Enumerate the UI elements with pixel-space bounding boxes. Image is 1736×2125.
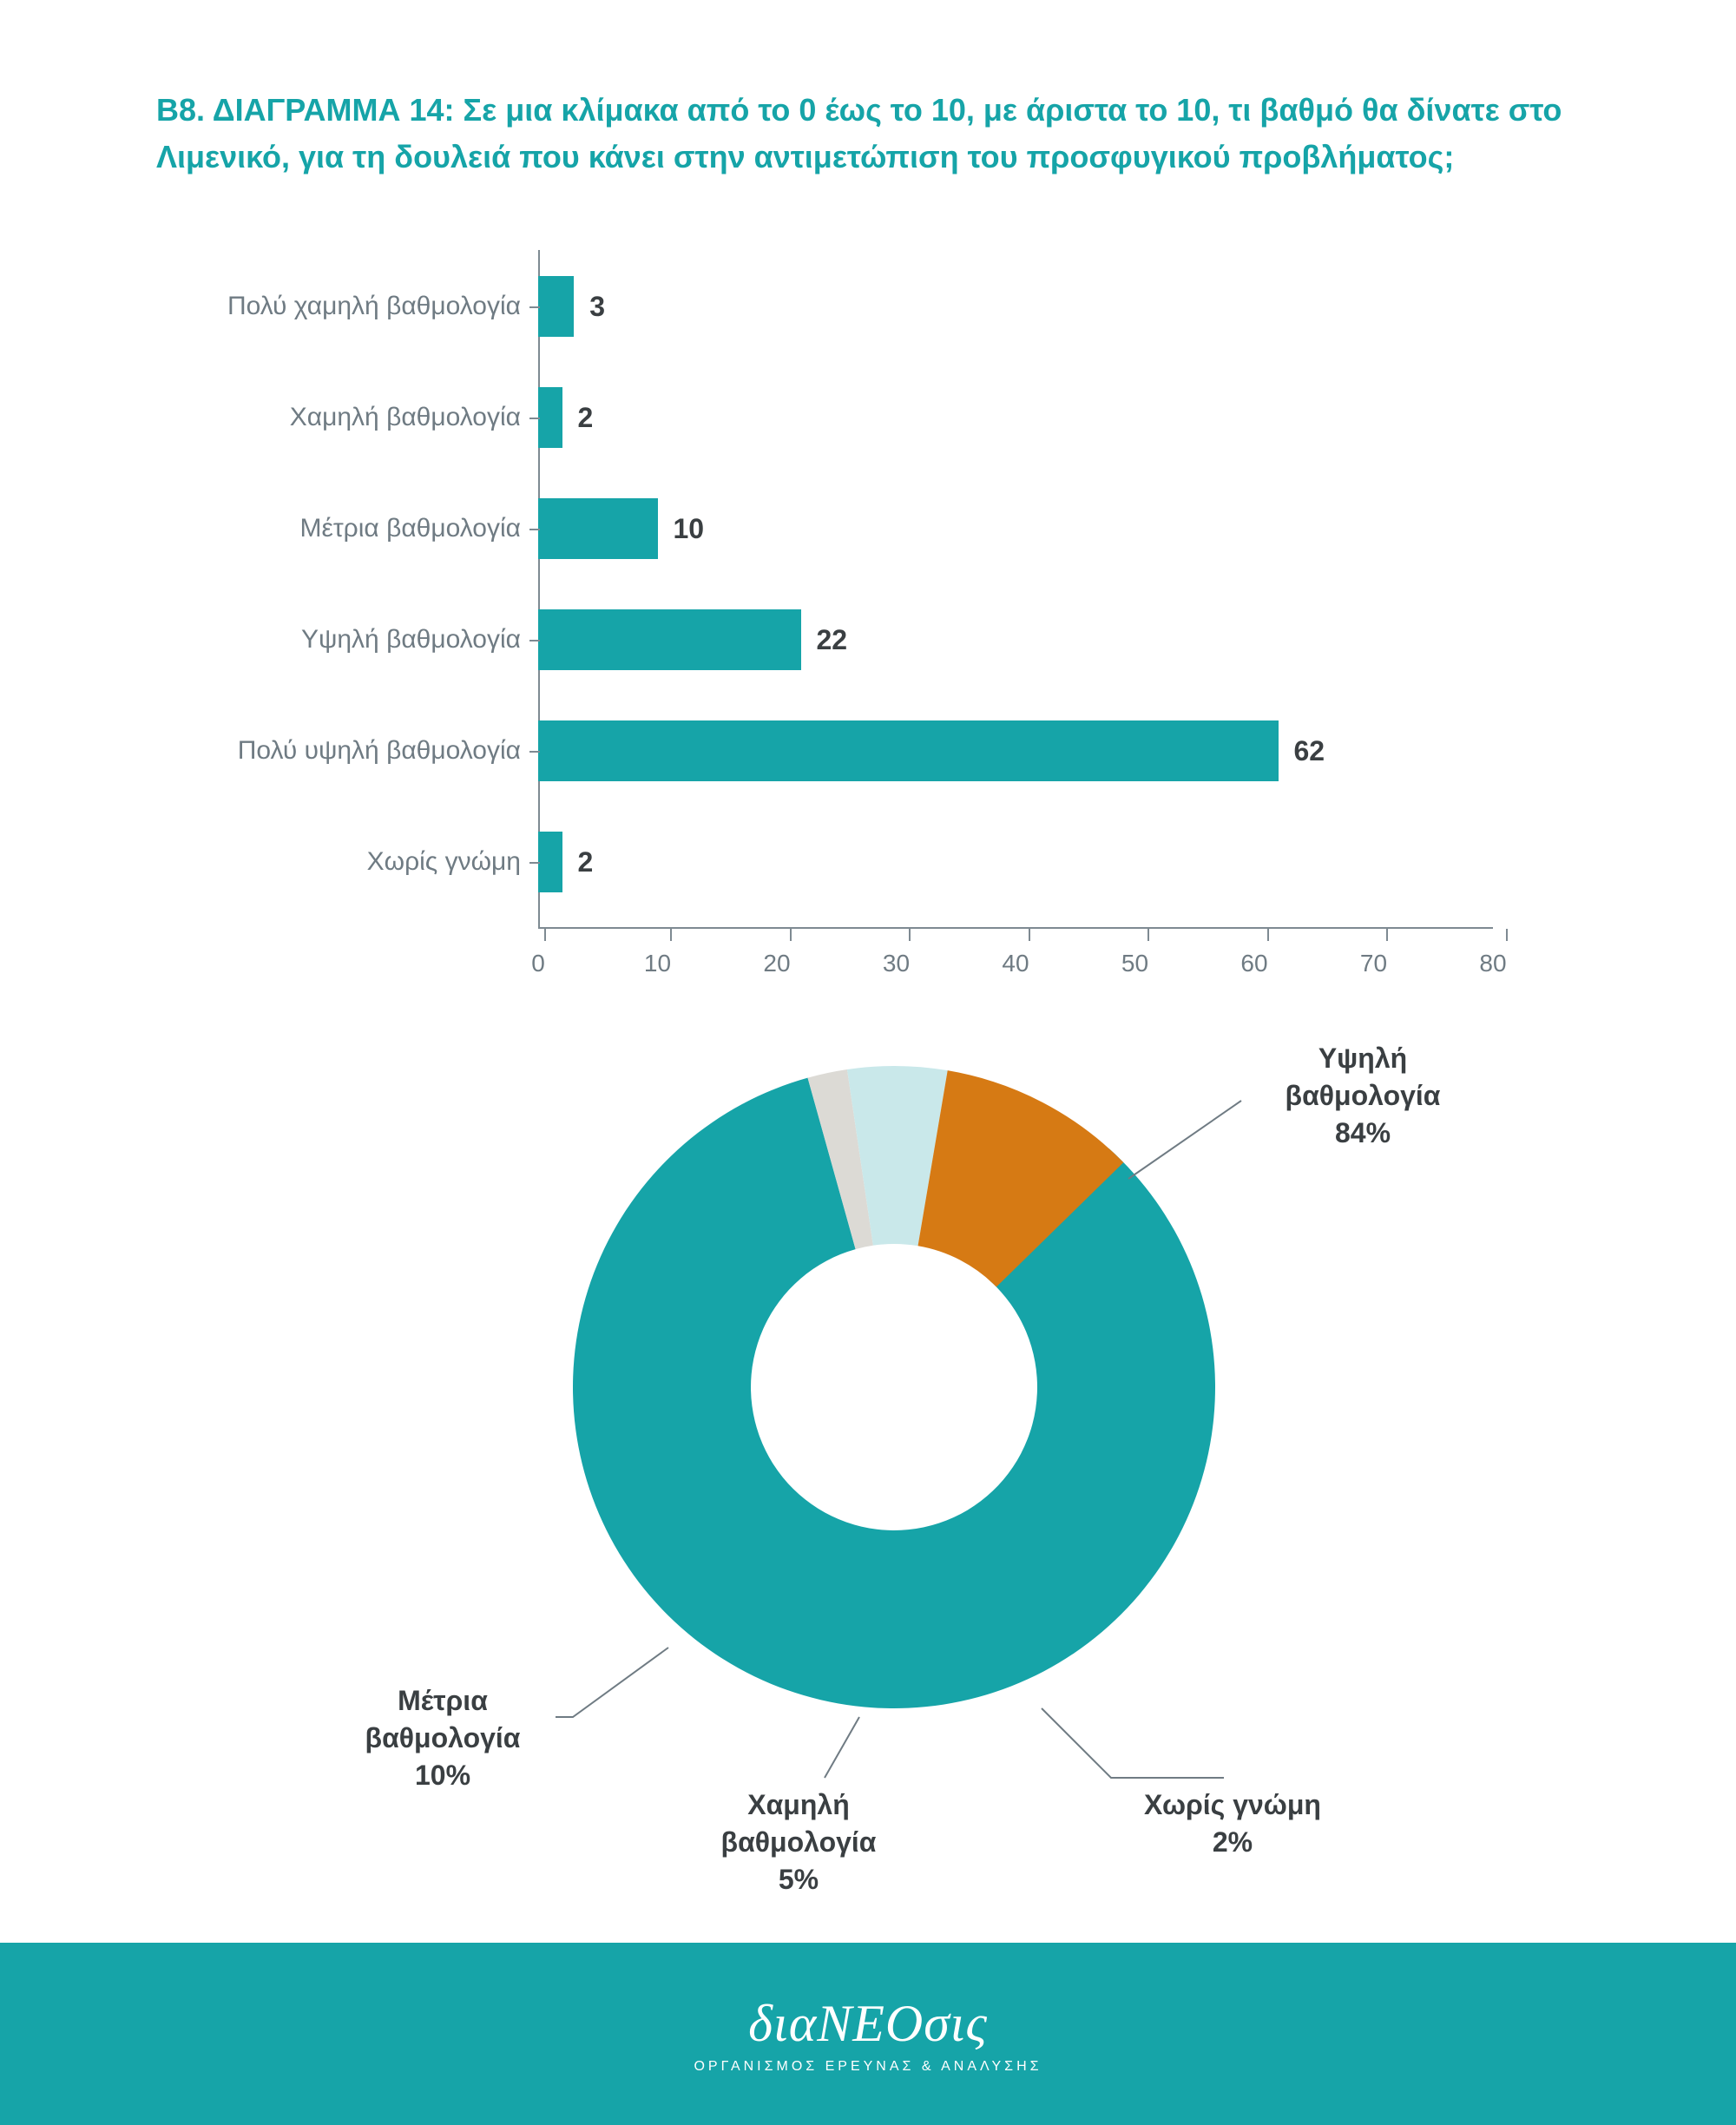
bar-category-label: Μέτρια βαθμολογία bbox=[174, 514, 521, 543]
y-tick bbox=[529, 862, 540, 864]
x-tick: 30 bbox=[897, 929, 924, 977]
donut-label-text: Μέτρια bbox=[330, 1682, 556, 1720]
x-tick: 0 bbox=[538, 929, 552, 977]
donut-label-percent: 10% bbox=[330, 1757, 556, 1794]
x-tick-label: 80 bbox=[1479, 950, 1506, 977]
y-tick bbox=[529, 529, 540, 530]
donut-label-none: Χωρίς γνώμη 2% bbox=[1120, 1786, 1345, 1861]
donut-label-text: βαθμολογία bbox=[330, 1720, 556, 1757]
leader-line bbox=[825, 1717, 859, 1778]
x-tick-label: 50 bbox=[1121, 950, 1148, 977]
bar-row: 10 bbox=[538, 498, 704, 559]
x-tick: 50 bbox=[1135, 929, 1162, 977]
bar bbox=[538, 276, 574, 337]
x-tick: 80 bbox=[1493, 929, 1520, 977]
donut-label-low: Χαμηλή βαθμολογία 5% bbox=[686, 1786, 911, 1899]
bar-category-label: Υψηλή βαθμολογία bbox=[174, 625, 521, 655]
y-tick bbox=[529, 418, 540, 419]
x-tick-label: 20 bbox=[763, 950, 790, 977]
x-tick: 40 bbox=[1016, 929, 1042, 977]
bar bbox=[538, 498, 658, 559]
x-tick-label: 10 bbox=[644, 950, 671, 977]
bar-category-label: Πολύ χαμηλή βαθμολογία bbox=[174, 292, 521, 321]
bar-value: 10 bbox=[674, 513, 705, 545]
y-tick bbox=[529, 751, 540, 753]
donut-label-text: Υψηλή bbox=[1250, 1040, 1476, 1077]
footer-subtitle: ΟΡΓΑΝΙΣΜΟΣ ΕΡΕΥΝΑΣ & ΑΝΑΛΥΣΗΣ bbox=[694, 2059, 1042, 2075]
bar-row: 2 bbox=[538, 832, 593, 892]
donut-label-text: βαθμολογία bbox=[686, 1824, 911, 1861]
x-tick-label: 30 bbox=[883, 950, 910, 977]
bar-row: 3 bbox=[538, 276, 605, 337]
x-tick: 70 bbox=[1374, 929, 1401, 977]
donut-label-text: Χαμηλή bbox=[686, 1786, 911, 1824]
x-tick-label: 0 bbox=[531, 950, 545, 977]
leader-line bbox=[556, 1648, 668, 1717]
x-axis: 01020304050607080 bbox=[538, 927, 1493, 979]
bar bbox=[538, 832, 562, 892]
bar bbox=[538, 609, 801, 670]
donut-chart: Υψηλή βαθμολογία 84% Χωρίς γνώμη 2% Χαμη… bbox=[156, 1023, 1580, 1943]
bar-category-label: Χωρίς γνώμη bbox=[174, 847, 521, 877]
bar-value: 2 bbox=[578, 402, 594, 434]
bar-row: 2 bbox=[538, 387, 593, 448]
donut-label-text: βαθμολογία bbox=[1250, 1077, 1476, 1115]
bar-value: 22 bbox=[817, 624, 848, 656]
bar-category-label: Πολύ υψηλή βαθμολογία bbox=[174, 736, 521, 766]
donut-label-mid: Μέτρια βαθμολογία 10% bbox=[330, 1682, 556, 1795]
bar-value: 3 bbox=[589, 291, 605, 323]
bar-category-label: Χαμηλή βαθμολογία bbox=[174, 403, 521, 432]
donut-label-percent: 2% bbox=[1120, 1824, 1345, 1861]
page: Β8. ΔΙΑΓΡΑΜΜΑ 14: Σε μια κλίμακα από το … bbox=[0, 0, 1736, 1943]
x-tick-label: 70 bbox=[1360, 950, 1387, 977]
bar-value: 2 bbox=[578, 846, 594, 878]
donut-label-high: Υψηλή βαθμολογία 84% bbox=[1250, 1040, 1476, 1153]
leader-line bbox=[1128, 1101, 1241, 1179]
x-tick-label: 40 bbox=[1002, 950, 1029, 977]
x-tick: 20 bbox=[777, 929, 804, 977]
bar-row: 62 bbox=[538, 720, 1325, 781]
footer: διαΝΕΟσις ΟΡΓΑΝΙΣΜΟΣ ΕΡΕΥΝΑΣ & ΑΝΑΛΥΣΗΣ bbox=[0, 1943, 1736, 2125]
leader-line bbox=[1042, 1708, 1224, 1778]
x-tick: 10 bbox=[658, 929, 685, 977]
y-tick bbox=[529, 306, 540, 308]
bar-value: 62 bbox=[1294, 735, 1325, 767]
x-tick: 60 bbox=[1254, 929, 1281, 977]
bar-plot: 3 2 10 22 62 2 bbox=[538, 250, 1493, 927]
bar bbox=[538, 720, 1279, 781]
chart-title: Β8. ΔΙΑΓΡΑΜΜΑ 14: Σε μια κλίμακα από το … bbox=[156, 87, 1580, 181]
bar bbox=[538, 387, 562, 448]
donut-label-percent: 5% bbox=[686, 1861, 911, 1898]
donut-label-percent: 84% bbox=[1250, 1115, 1476, 1152]
bar-row: 22 bbox=[538, 609, 847, 670]
bar-chart: 3 2 10 22 62 2 0 10 20 30 40 50 60 70 80 Πολύ χαμηλή … bbox=[174, 250, 1528, 997]
footer-logo: διαΝΕΟσις bbox=[748, 1994, 988, 2054]
donut-label-text: Χωρίς γνώμη bbox=[1120, 1786, 1345, 1824]
y-tick bbox=[529, 640, 540, 641]
x-tick-label: 60 bbox=[1240, 950, 1267, 977]
